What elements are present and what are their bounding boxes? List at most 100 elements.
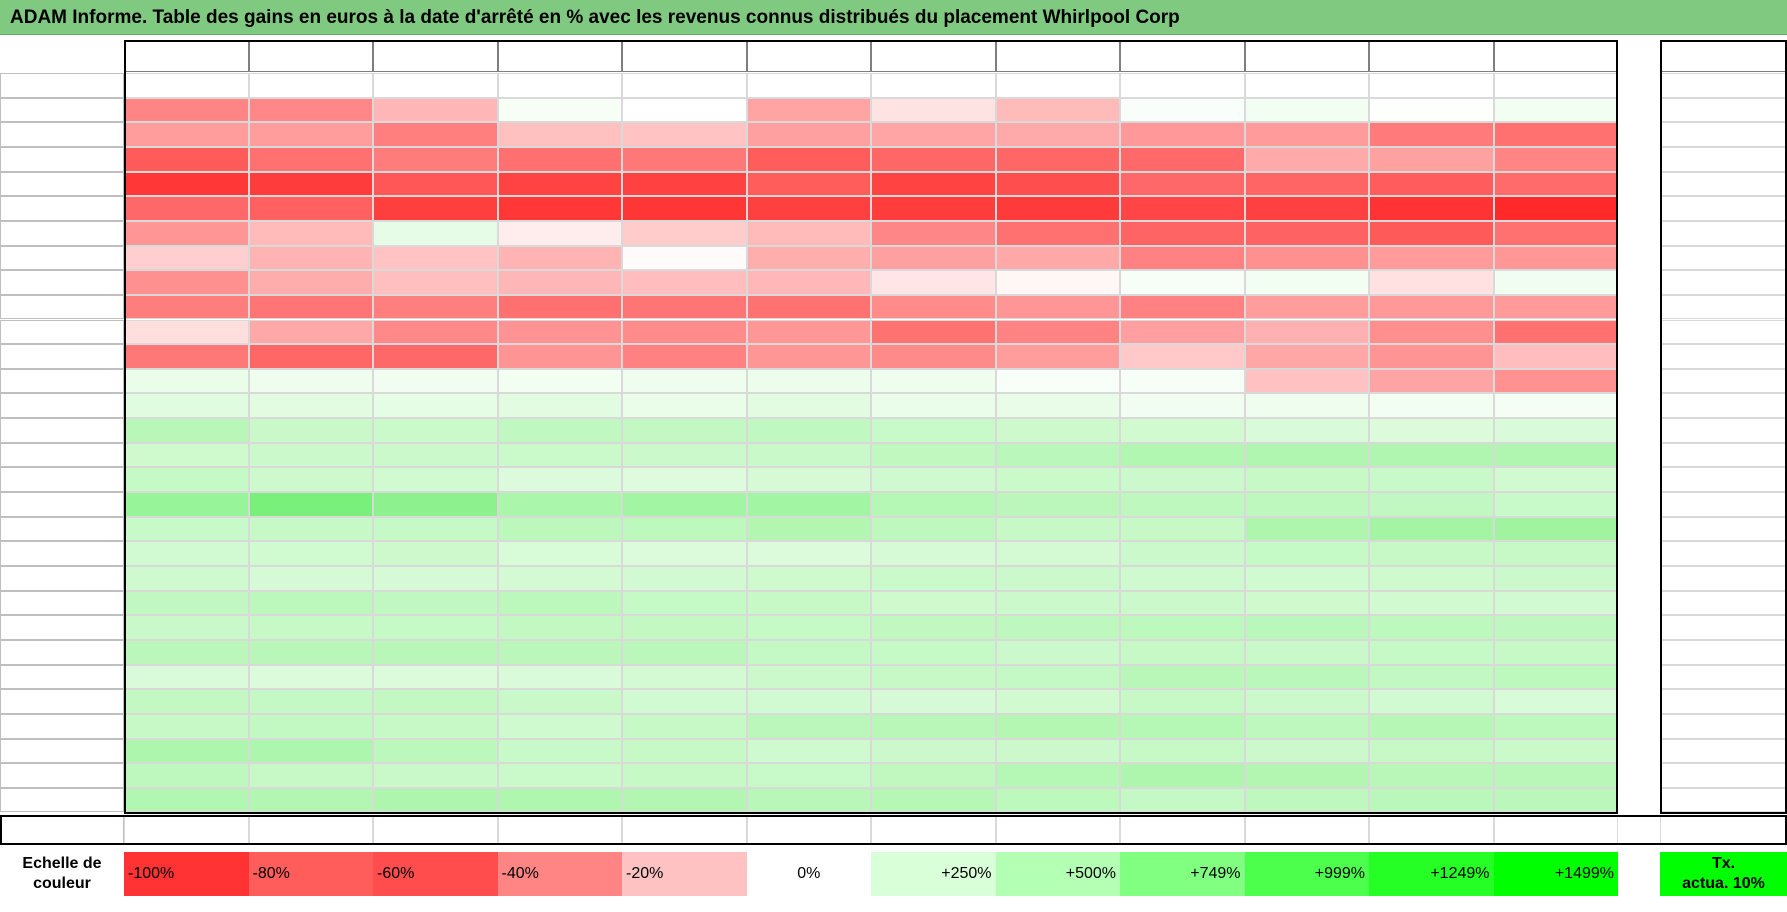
- table-cell: [1244, 418, 1369, 443]
- year-label: [0, 713, 124, 739]
- table-cell: [1120, 270, 1245, 295]
- table-cell: [622, 566, 747, 591]
- table-cell: [746, 393, 871, 419]
- year-label: [0, 590, 124, 616]
- table-cell: [1369, 664, 1494, 690]
- table-cell: [746, 492, 871, 517]
- year-label: [0, 418, 124, 443]
- table-cell: [248, 73, 373, 98]
- table-cell: [497, 418, 622, 443]
- legend-swatch: -40%: [497, 852, 622, 896]
- table-cell: [995, 566, 1120, 591]
- table-cell: [248, 590, 373, 616]
- table-cell: [871, 713, 996, 739]
- table-cell: [746, 418, 871, 443]
- table-cell: [1369, 615, 1494, 640]
- table-cell: [1120, 492, 1245, 517]
- table-cell: [871, 566, 996, 591]
- footer-cell: [124, 814, 249, 845]
- legend-tx-line1: Tx.: [1711, 855, 1736, 872]
- table-cell: [248, 492, 373, 517]
- year-label: [0, 541, 124, 566]
- year-label: [0, 196, 124, 221]
- table-cell: [497, 319, 622, 345]
- table-cell: [1244, 541, 1369, 566]
- month-header: [373, 40, 498, 72]
- tx-actuariel-cell: [1660, 763, 1787, 788]
- table-cell: [871, 196, 996, 221]
- table-cell: [746, 171, 871, 197]
- table-cell: [1493, 73, 1618, 98]
- table-cell: [995, 615, 1120, 640]
- table-cell: [497, 171, 622, 197]
- table-cell: [871, 689, 996, 714]
- year-label: [0, 615, 124, 640]
- table-cell: [995, 492, 1120, 517]
- table-cell: [995, 73, 1120, 98]
- table-cell: [622, 713, 747, 739]
- table-cell: [373, 344, 498, 369]
- table-cell: [1493, 664, 1618, 690]
- table-cell: [373, 368, 498, 394]
- table-cell: [1244, 368, 1369, 394]
- table-cell: [497, 442, 622, 468]
- table-cell: [124, 590, 249, 616]
- table-cell: [622, 344, 747, 369]
- tx-actuariel-cell: [1660, 738, 1787, 764]
- table-cell: [1244, 319, 1369, 345]
- table-cell: [497, 196, 622, 221]
- table-cell: [497, 713, 622, 739]
- legend-swatch: +1249%: [1369, 852, 1494, 896]
- table-cell: [1244, 220, 1369, 246]
- table-cell: [622, 787, 747, 813]
- tx-actuariel-cell: [1660, 220, 1787, 246]
- table-cell: [1369, 787, 1494, 813]
- table-cell: [248, 344, 373, 369]
- footer-cell: [248, 814, 373, 845]
- table-cell: [248, 270, 373, 295]
- tx-actuariel-cell: [1660, 787, 1787, 813]
- table-cell: [871, 418, 996, 443]
- table-cell: [1244, 492, 1369, 517]
- table-cell: [497, 590, 622, 616]
- table-cell: [1120, 467, 1245, 493]
- table-cell: [373, 73, 498, 98]
- year-label: [0, 516, 124, 542]
- table-cell: [248, 418, 373, 443]
- table-cell: [124, 639, 249, 665]
- table-cell: [497, 344, 622, 369]
- table-cell: [497, 270, 622, 295]
- table-cell: [1369, 122, 1494, 147]
- year-label: [0, 344, 124, 369]
- year-label: [0, 171, 124, 197]
- table-cell: [622, 196, 747, 221]
- table-cell: [871, 516, 996, 542]
- legend-label-line2: couleur: [33, 875, 91, 892]
- table-cell: [1493, 220, 1618, 246]
- table-cell: [871, 492, 996, 517]
- table-cell: [497, 492, 622, 517]
- table-cell: [1493, 122, 1618, 147]
- table-cell: [248, 713, 373, 739]
- table-cell: [1493, 738, 1618, 764]
- table-cell: [124, 73, 249, 98]
- footer-cell: [497, 814, 622, 845]
- table-cell: [373, 664, 498, 690]
- year-label: [0, 270, 124, 295]
- table-cell: [124, 270, 249, 295]
- table-cell: [622, 763, 747, 788]
- table-cell: [746, 467, 871, 493]
- table-cell: [622, 738, 747, 764]
- table-cell: [995, 763, 1120, 788]
- table-cell: [497, 763, 622, 788]
- footer-cell: [1244, 814, 1369, 845]
- table-cell: [995, 368, 1120, 394]
- table-cell: [124, 122, 249, 147]
- tx-actuariel-cell: [1660, 467, 1787, 493]
- table-cell: [1369, 566, 1494, 591]
- table-cell: [1244, 787, 1369, 813]
- table-cell: [1120, 146, 1245, 172]
- tx-actuariel-cell: [1660, 344, 1787, 369]
- table-cell: [1493, 590, 1618, 616]
- table-cell: [1493, 270, 1618, 295]
